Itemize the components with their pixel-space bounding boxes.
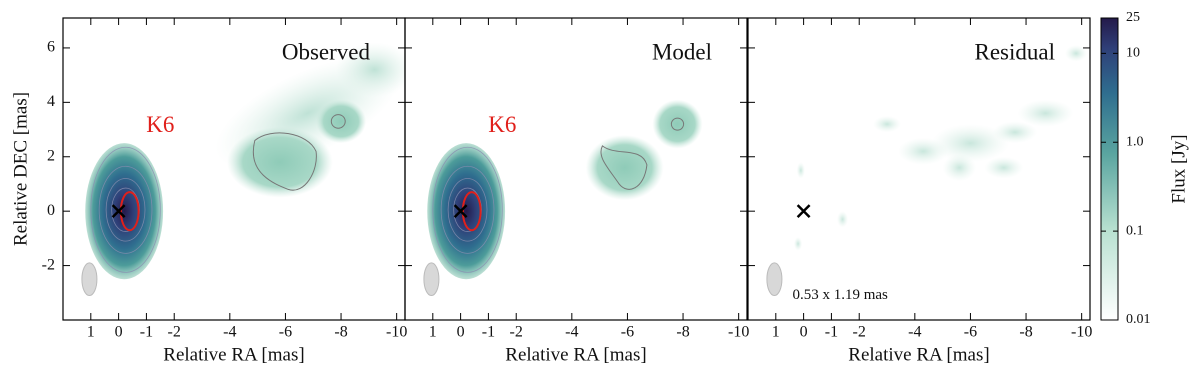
colorbar-tick-label: 1.0 bbox=[1126, 134, 1144, 149]
panel: 1 0 -1 -2 -4 -6 -8 -10 Relative RA [mas] Model K6 bbox=[404, 17, 749, 365]
contour bbox=[119, 191, 140, 232]
colorbar-tick-label: 25 bbox=[1126, 10, 1140, 25]
x-tick-label: 1 bbox=[87, 324, 95, 341]
colorbar bbox=[1100, 17, 1119, 321]
x-tick-label: -8 bbox=[334, 324, 347, 341]
x-tick-label: -8 bbox=[676, 324, 689, 341]
emission bbox=[942, 154, 976, 182]
x-tick-label: -4 bbox=[223, 324, 236, 341]
reference-cross bbox=[796, 204, 811, 219]
contour bbox=[90, 146, 161, 273]
emission bbox=[873, 115, 901, 133]
panel-title: Residual bbox=[975, 39, 1056, 64]
source-label: K6 bbox=[146, 112, 174, 137]
contour bbox=[252, 132, 317, 191]
panel-title: Observed bbox=[282, 39, 371, 64]
x-tick-label: -1 bbox=[825, 324, 838, 341]
emission bbox=[992, 121, 1038, 144]
y-tick-label: 0 bbox=[47, 202, 55, 219]
emission bbox=[836, 211, 849, 228]
x-tick-label: -6 bbox=[964, 324, 977, 341]
image bbox=[427, 99, 703, 280]
beam bbox=[81, 262, 98, 297]
y-tick-label: 6 bbox=[47, 39, 55, 56]
source-label: K6 bbox=[488, 112, 516, 137]
x-tick-label: -10 bbox=[1071, 324, 1092, 341]
emission bbox=[427, 143, 506, 280]
colorbar-label: Flux [Jy] bbox=[1168, 134, 1189, 203]
x-axis-label: Relative RA [mas] bbox=[163, 344, 304, 365]
colorbar-tick-label: 0.1 bbox=[1126, 223, 1144, 238]
x-tick-label: 0 bbox=[800, 324, 808, 341]
emission bbox=[652, 99, 703, 149]
reference-cross bbox=[111, 204, 126, 219]
emission bbox=[1064, 45, 1088, 62]
reference-cross bbox=[453, 204, 468, 219]
y-tick-label: 4 bbox=[47, 93, 55, 110]
x-tick-label: 0 bbox=[115, 324, 123, 341]
panel-title: Model bbox=[652, 39, 712, 64]
emission bbox=[984, 156, 1024, 179]
contour bbox=[330, 114, 346, 129]
emission bbox=[931, 124, 1010, 163]
contour bbox=[600, 145, 648, 190]
x-tick-label: -10 bbox=[386, 324, 407, 341]
beam bbox=[423, 262, 440, 297]
emission bbox=[335, 42, 405, 97]
x-tick-label: 1 bbox=[772, 324, 780, 341]
y-axis-label: Relative DEC [mas] bbox=[10, 92, 31, 246]
panel: 1 0 -1 -2 -4 -6 -8 -10 -2 0 2 4 6 Relative RA [mas] Re… bbox=[10, 17, 407, 365]
emission bbox=[793, 237, 803, 251]
contour bbox=[447, 178, 488, 242]
beam bbox=[766, 262, 783, 297]
frame bbox=[404, 17, 748, 321]
x-tick-label: -8 bbox=[1019, 324, 1032, 341]
colorbar-tick-label: 0.01 bbox=[1126, 312, 1151, 327]
contour bbox=[461, 191, 482, 232]
x-tick-label: -4 bbox=[908, 324, 921, 341]
x-tick-label: -2 bbox=[853, 324, 866, 341]
image bbox=[793, 45, 1088, 251]
y-tick-label: 2 bbox=[47, 147, 55, 164]
x-tick-label: -2 bbox=[510, 324, 523, 341]
panel: 1 0 -1 -2 -4 -6 -8 -10 Relative RA [mas] Residual… bbox=[747, 17, 1092, 365]
x-tick-label: -1 bbox=[482, 324, 495, 341]
emission bbox=[316, 99, 367, 144]
beam-label: 0.53 x 1.19 mas bbox=[792, 287, 888, 303]
y-tick-label: -2 bbox=[42, 256, 55, 273]
contour bbox=[440, 165, 495, 254]
x-tick-label: -1 bbox=[140, 324, 153, 341]
emission bbox=[796, 162, 806, 179]
image bbox=[85, 42, 405, 280]
contour bbox=[105, 178, 146, 242]
emission bbox=[585, 134, 664, 201]
x-tick-label: -4 bbox=[565, 324, 578, 341]
x-tick-label: -6 bbox=[621, 324, 634, 341]
colorbar-tick-label: 10 bbox=[1126, 46, 1140, 61]
emission bbox=[85, 143, 164, 280]
x-tick-label: 1 bbox=[429, 324, 437, 341]
contour bbox=[670, 117, 685, 131]
x-tick-label: 0 bbox=[457, 324, 465, 341]
contour bbox=[432, 146, 503, 273]
emission bbox=[1017, 99, 1074, 127]
emission bbox=[227, 126, 333, 198]
x-axis-label: Relative RA [mas] bbox=[848, 344, 989, 365]
frame bbox=[747, 17, 1091, 321]
contour bbox=[98, 165, 153, 254]
x-tick-label: -2 bbox=[168, 324, 181, 341]
x-tick-label: -6 bbox=[279, 324, 292, 341]
x-tick-label: -10 bbox=[728, 324, 749, 341]
x-axis-label: Relative RA [mas] bbox=[505, 344, 646, 365]
